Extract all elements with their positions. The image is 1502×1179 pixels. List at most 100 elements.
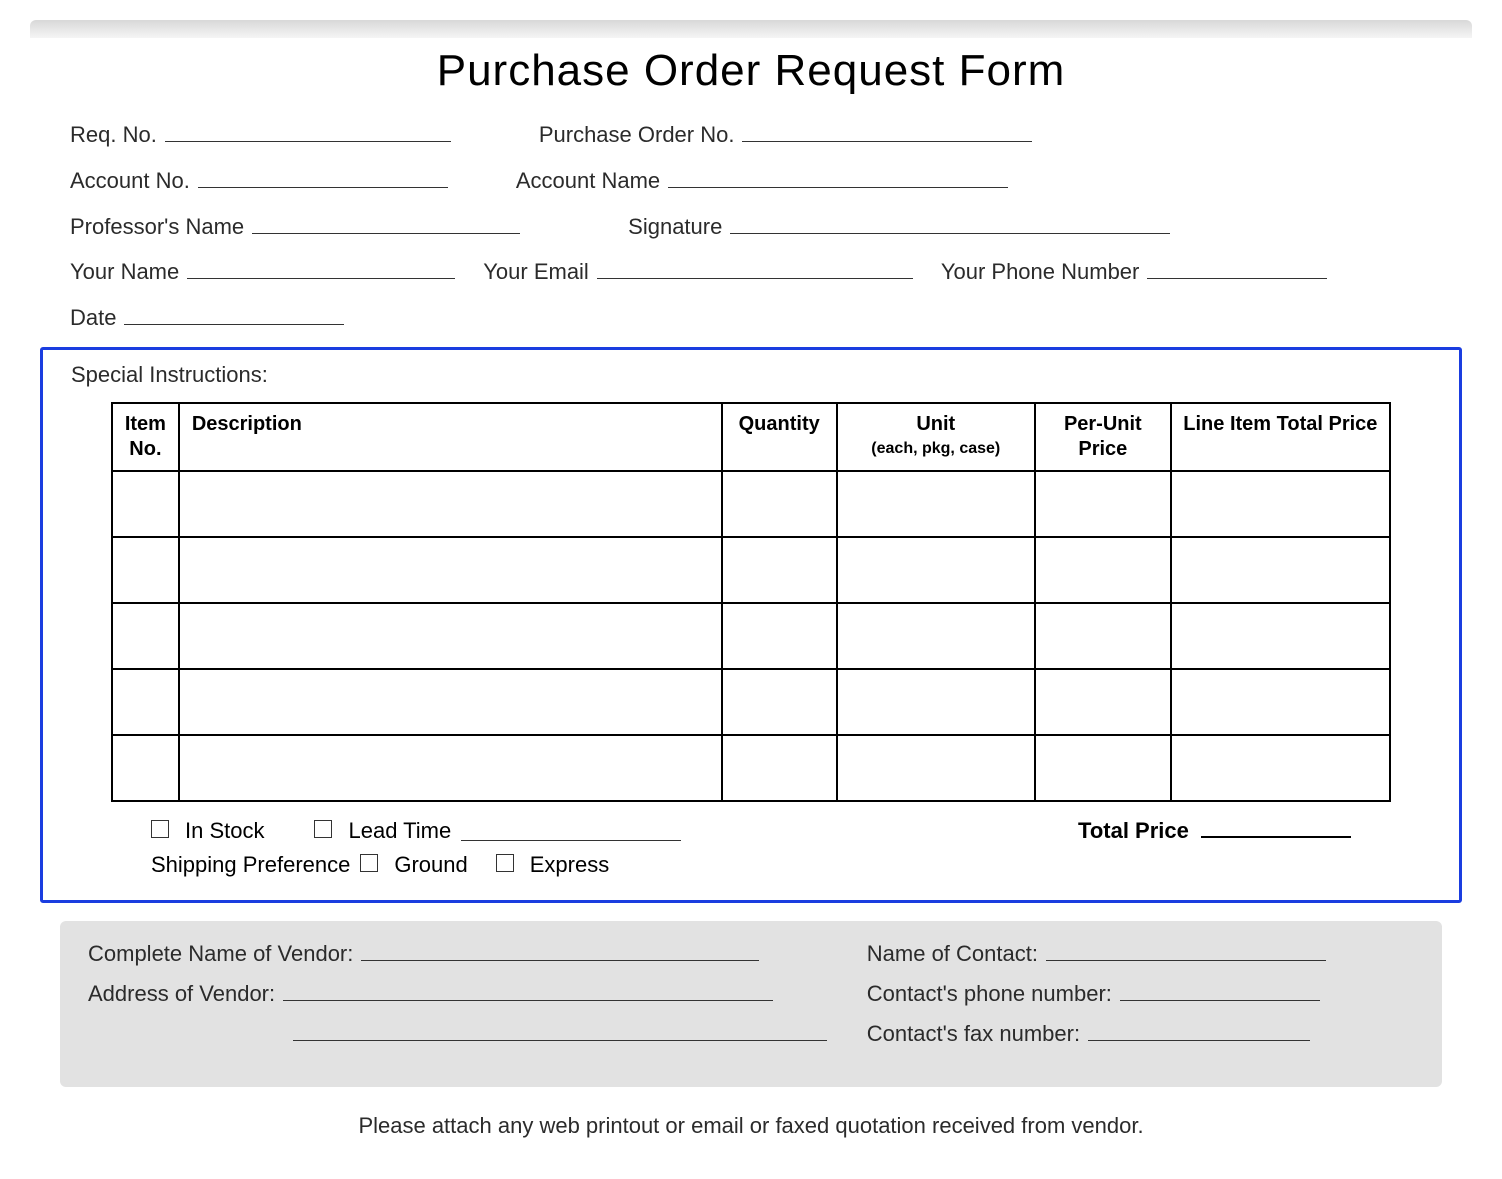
vendor-address-input-1[interactable]	[283, 981, 773, 1001]
date-label: Date	[70, 297, 116, 339]
special-instructions-label: Special Instructions:	[71, 362, 1431, 388]
col-description: Description	[179, 403, 722, 471]
signature-input[interactable]	[730, 214, 1170, 234]
po-no-input[interactable]	[742, 122, 1032, 142]
vendor-left-column: Complete Name of Vendor: Address of Vend…	[88, 941, 827, 1061]
table-cell-item_no[interactable]	[112, 735, 179, 801]
table-row	[112, 603, 1390, 669]
your-phone-input[interactable]	[1147, 259, 1327, 279]
table-cell-unit[interactable]	[837, 669, 1035, 735]
po-no-label: Purchase Order No.	[539, 114, 735, 156]
your-phone-label: Your Phone Number	[941, 251, 1140, 293]
total-price-input[interactable]	[1201, 818, 1351, 838]
table-cell-item_no[interactable]	[112, 471, 179, 537]
table-cell-description[interactable]	[179, 603, 722, 669]
contact-fax-label: Contact's fax number:	[867, 1021, 1080, 1047]
account-name-field: Account Name	[516, 160, 1008, 202]
vendor-box: Complete Name of Vendor: Address of Vend…	[60, 921, 1442, 1087]
table-cell-quantity[interactable]	[722, 471, 837, 537]
vendor-address-field-2	[88, 1021, 827, 1041]
table-cell-quantity[interactable]	[722, 735, 837, 801]
special-instructions-box: Special Instructions: Item No. Descripti…	[40, 347, 1462, 903]
table-row	[112, 735, 1390, 801]
table-cell-line_total[interactable]	[1171, 603, 1390, 669]
your-name-input[interactable]	[187, 259, 455, 279]
below-table-row: In Stock Lead Time Total Price	[151, 818, 1351, 844]
table-cell-per_unit_price[interactable]	[1035, 735, 1171, 801]
professor-field: Professor's Name	[70, 206, 520, 248]
total-price-field: Total Price	[1078, 818, 1351, 844]
col-item-no-label: Item No.	[125, 413, 166, 460]
vendor-address-field: Address of Vendor:	[88, 981, 827, 1007]
your-name-label: Your Name	[70, 251, 179, 293]
table-cell-item_no[interactable]	[112, 603, 179, 669]
shipping-ground-checkbox[interactable]	[360, 854, 378, 872]
items-table: Item No. Description Quantity Unit (each…	[111, 402, 1391, 802]
vendor-address-input-2[interactable]	[293, 1021, 827, 1041]
shipping-express-checkbox[interactable]	[496, 854, 514, 872]
contact-phone-label: Contact's phone number:	[867, 981, 1112, 1007]
your-email-label: Your Email	[483, 251, 589, 293]
col-quantity: Quantity	[722, 403, 837, 471]
table-cell-per_unit_price[interactable]	[1035, 537, 1171, 603]
stock-options: In Stock Lead Time	[151, 818, 681, 844]
col-line-total: Line Item Total Price	[1171, 403, 1390, 471]
table-cell-per_unit_price[interactable]	[1035, 471, 1171, 537]
signature-label: Signature	[628, 206, 722, 248]
table-cell-item_no[interactable]	[112, 669, 179, 735]
table-cell-quantity[interactable]	[722, 603, 837, 669]
your-name-field: Your Name	[70, 251, 455, 293]
lead-time-input[interactable]	[461, 821, 681, 841]
table-cell-unit[interactable]	[837, 603, 1035, 669]
col-line-total-label: Line Item Total Price	[1183, 413, 1377, 435]
table-cell-unit[interactable]	[837, 471, 1035, 537]
account-no-input[interactable]	[198, 168, 448, 188]
table-cell-unit[interactable]	[837, 537, 1035, 603]
contact-fax-input[interactable]	[1088, 1021, 1310, 1041]
contact-phone-input[interactable]	[1120, 981, 1320, 1001]
account-name-label: Account Name	[516, 160, 660, 202]
table-cell-quantity[interactable]	[722, 669, 837, 735]
professor-input[interactable]	[252, 214, 520, 234]
table-cell-line_total[interactable]	[1171, 471, 1390, 537]
table-cell-line_total[interactable]	[1171, 669, 1390, 735]
shipping-ground-label: Ground	[394, 852, 467, 878]
vendor-right-column: Name of Contact: Contact's phone number:…	[867, 941, 1414, 1061]
your-email-input[interactable]	[597, 259, 913, 279]
table-cell-per_unit_price[interactable]	[1035, 603, 1171, 669]
table-cell-quantity[interactable]	[722, 537, 837, 603]
vendor-name-field: Complete Name of Vendor:	[88, 941, 827, 967]
table-cell-description[interactable]	[179, 537, 722, 603]
po-no-field: Purchase Order No.	[539, 114, 1033, 156]
contact-name-field: Name of Contact:	[867, 941, 1414, 967]
table-cell-description[interactable]	[179, 471, 722, 537]
col-unit-sublabel: (each, pkg, case)	[844, 439, 1028, 459]
table-row	[112, 537, 1390, 603]
table-cell-line_total[interactable]	[1171, 735, 1390, 801]
table-header-row: Item No. Description Quantity Unit (each…	[112, 403, 1390, 471]
header-fields: Req. No. Purchase Order No. Account No. …	[30, 114, 1472, 339]
table-cell-item_no[interactable]	[112, 537, 179, 603]
table-cell-line_total[interactable]	[1171, 537, 1390, 603]
contact-name-input[interactable]	[1046, 941, 1326, 961]
req-no-input[interactable]	[165, 122, 451, 142]
top-gradient-strip	[30, 20, 1472, 38]
shipping-express-label: Express	[530, 852, 609, 878]
contact-name-label: Name of Contact:	[867, 941, 1038, 967]
vendor-name-input[interactable]	[361, 941, 759, 961]
your-phone-field: Your Phone Number	[941, 251, 1328, 293]
date-input[interactable]	[124, 305, 344, 325]
table-cell-per_unit_price[interactable]	[1035, 669, 1171, 735]
req-no-label: Req. No.	[70, 114, 157, 156]
table-cell-description[interactable]	[179, 669, 722, 735]
lead-time-checkbox[interactable]	[314, 820, 332, 838]
in-stock-checkbox[interactable]	[151, 820, 169, 838]
footnote: Please attach any web printout or email …	[30, 1113, 1472, 1139]
vendor-address-label: Address of Vendor:	[88, 981, 275, 1007]
table-cell-description[interactable]	[179, 735, 722, 801]
shipping-row: Shipping Preference Ground Express	[151, 852, 1351, 878]
account-name-input[interactable]	[668, 168, 1008, 188]
account-no-label: Account No.	[70, 160, 190, 202]
page-title: Purchase Order Request Form	[30, 46, 1472, 96]
table-cell-unit[interactable]	[837, 735, 1035, 801]
